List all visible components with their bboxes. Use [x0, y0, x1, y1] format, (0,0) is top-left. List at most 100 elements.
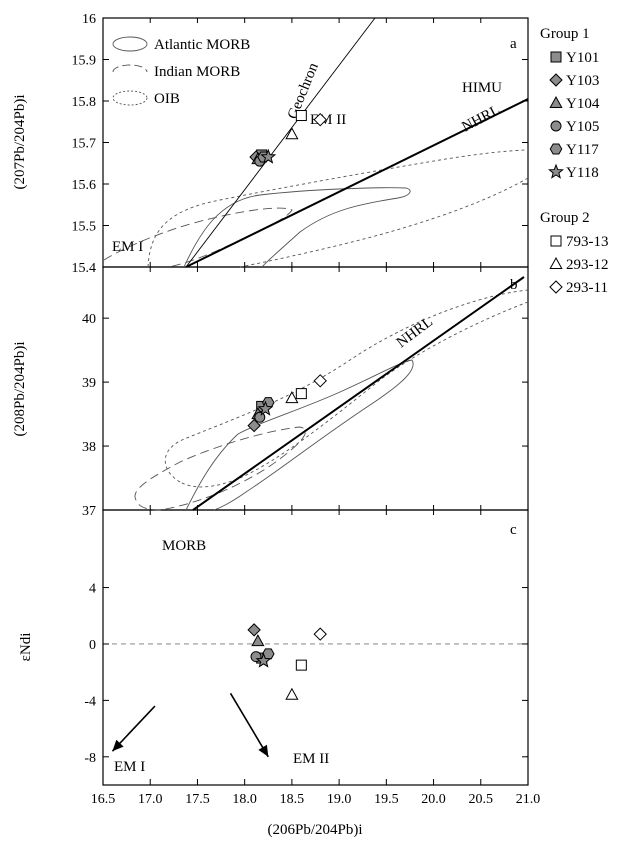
- legend-item-label: Y103: [566, 73, 599, 89]
- ylabel-a: (207Pb/204Pb)i: [12, 94, 28, 189]
- y-tick-label: 15.5: [72, 220, 97, 235]
- data-point-Y104: [251, 634, 265, 647]
- data-point-Y105: [254, 411, 266, 423]
- data-point-Y103: [247, 623, 261, 637]
- x-tick-label: 19.5: [374, 792, 399, 807]
- x-tick-label: 18.5: [280, 792, 305, 807]
- y-tick-label: 37: [82, 504, 96, 519]
- y-tick-label: 15.8: [72, 95, 97, 110]
- x-tick-label: 19.0: [327, 792, 352, 807]
- y-tick-label: 39: [82, 376, 96, 391]
- data-point-793-13: [295, 110, 307, 122]
- data-point-293-12: [285, 687, 299, 700]
- x-tick-label: 20.5: [469, 792, 494, 807]
- y-tick-label: 0: [89, 638, 96, 653]
- y-tick-label: 40: [82, 312, 96, 327]
- panel-label-a: a: [510, 36, 517, 52]
- legend-oib-swatch: [112, 90, 148, 106]
- annot-morb: MORB: [162, 538, 206, 554]
- ylabel-b: (208Pb/204Pb)i: [12, 341, 28, 436]
- legend-marker-793-13: [550, 235, 562, 247]
- legend-item-label: Y117: [566, 142, 599, 158]
- legend-marker-Y117: [549, 143, 563, 155]
- annot-nhrl-a: NHRL: [459, 102, 503, 135]
- y-tick-label: 15.7: [72, 137, 97, 152]
- data-point-293-11: [313, 112, 327, 127]
- panel-a-fields: [103, 149, 529, 268]
- y-tick-label: 15.6: [72, 178, 97, 193]
- panel-c-frame: [102, 509, 529, 786]
- legend-marker-293-12: [549, 256, 563, 269]
- data-point-793-13: [295, 388, 307, 400]
- y-tick-label: 15.4: [72, 261, 97, 276]
- data-point-293-11: [313, 627, 327, 641]
- right-legend: Group 1 Y101 Y103 Y104 Y105 Y117 Y118 Group 2 79…: [540, 26, 609, 296]
- data-point-Y118: [257, 400, 274, 416]
- legend-marker-Y103: [549, 73, 563, 87]
- nhrl-line-b: [192, 276, 525, 511]
- y-tick-label: 38: [82, 440, 96, 455]
- legend-marker-293-11: [549, 280, 563, 294]
- data-point-Y118: [260, 148, 277, 164]
- x-tick-label: 17.0: [138, 792, 163, 807]
- indian-morb-field-b: [134, 426, 306, 511]
- x-tick-label: 18.0: [232, 792, 257, 807]
- data-point-Y118: [255, 652, 272, 668]
- annot-em2-c: EM II: [293, 751, 329, 767]
- panel-b-fields: [134, 289, 529, 511]
- indian-morb-field-a: [103, 207, 293, 268]
- panel-label-c: c: [510, 522, 517, 538]
- oib-field-a: [147, 149, 529, 268]
- arrows-c: [111, 692, 269, 758]
- data-point-793-13: [295, 659, 307, 671]
- x-tick-label: 21.0: [516, 792, 541, 807]
- atlantic-morb-field-b: [185, 359, 414, 511]
- annot-em1-a: EM I: [112, 239, 143, 255]
- y-tick-label: -4: [84, 694, 96, 709]
- nhrl-line-a: [185, 98, 529, 268]
- legend-item-label: 793-13: [566, 234, 609, 250]
- legend-marker-Y104: [549, 95, 563, 108]
- annot-himu: HIMU: [462, 80, 502, 96]
- legend-item-label: Y118: [566, 165, 599, 181]
- y-tick-label: -8: [84, 751, 96, 766]
- annot-em1-c: EM I: [114, 759, 145, 775]
- legend-marker-Y105: [550, 120, 562, 132]
- legend-group-title: Group 2: [540, 210, 590, 226]
- atlantic-morb-field-a: [183, 187, 411, 268]
- y-tick-label: 16: [82, 12, 96, 27]
- data-point-293-12: [285, 391, 299, 404]
- ylabel-c: εNdi: [18, 633, 34, 662]
- x-tick-label: 20.0: [421, 792, 446, 807]
- axis-ticks: 15.4 15.5 15.6 15.7 15.8 15.9 16 37 38 39 40 -8 -4 0 4…: [72, 12, 541, 807]
- y-tick-label: 15.9: [72, 54, 97, 69]
- legend-atlantic-morb-label: Atlantic MORB: [154, 37, 250, 53]
- legend-marker-Y118: [548, 163, 564, 179]
- geochron-line: [185, 17, 376, 268]
- arrow-head: [258, 744, 269, 757]
- legend-item-label: 293-12: [566, 257, 609, 273]
- legend-indian-morb-swatch: [112, 64, 148, 73]
- data-point-Y103: [247, 418, 261, 433]
- legend-item-label: Y104: [566, 96, 600, 112]
- xlabel: (206Pb/204Pb)i: [267, 822, 362, 838]
- panel-a-frame: [102, 17, 529, 268]
- legend-group-title: Group 1: [540, 26, 590, 42]
- panel-b-frame: [102, 266, 529, 511]
- legend-marker-Y101: [550, 51, 562, 63]
- legend-indian-morb-label: Indian MORB: [154, 64, 240, 80]
- legend-item-label: Y101: [566, 50, 599, 66]
- y-tick-label: 4: [89, 582, 96, 597]
- inner-legend: Atlantic MORB Indian MORB OIB: [112, 36, 250, 107]
- data-points: [247, 110, 327, 700]
- legend-item-label: Y105: [566, 119, 599, 135]
- arrow-shaft: [229, 692, 269, 758]
- legend-atlantic-morb-swatch: [112, 36, 148, 52]
- x-tick-label: 17.5: [185, 792, 210, 807]
- x-tick-label: 16.5: [91, 792, 116, 807]
- oib-field-b: [164, 289, 529, 488]
- data-point-Y117: [261, 648, 275, 660]
- legend-oib-label: OIB: [154, 91, 180, 107]
- data-point-293-11: [313, 374, 327, 388]
